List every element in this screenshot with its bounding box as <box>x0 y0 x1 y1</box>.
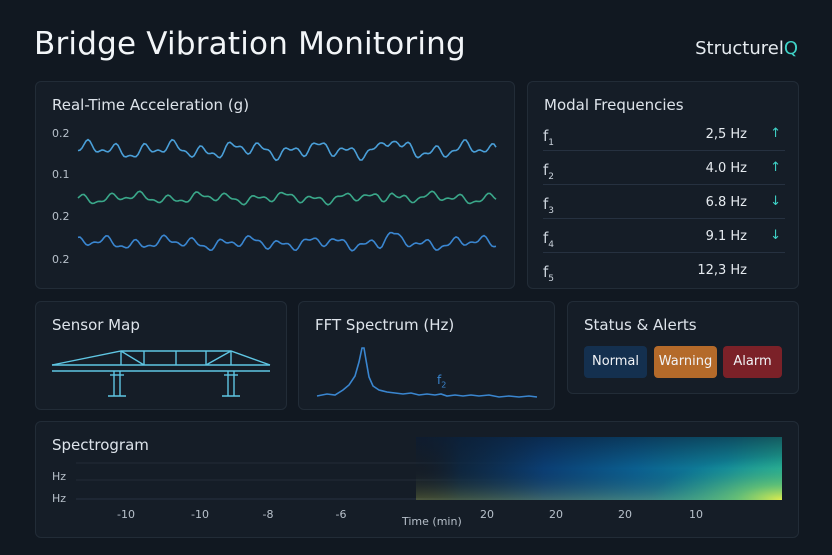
sensor-map-title: Sensor Map <box>52 316 140 334</box>
status-warning-badge[interactable]: Warning <box>654 346 717 378</box>
spectrogram-x-tick: 20 <box>618 508 632 521</box>
spectrogram-x-tick: -10 <box>117 508 135 521</box>
frequency-symbol: f2 <box>543 161 555 182</box>
acceleration-wave-1 <box>77 138 497 162</box>
modal-frequencies-title: Modal Frequencies <box>544 96 684 114</box>
fft-peak-label: f2 <box>437 373 447 390</box>
status-title: Status & Alerts <box>584 316 697 334</box>
acceleration-wave-3 <box>77 231 497 252</box>
acceleration-title: Real-Time Acceleration (g) <box>52 96 250 114</box>
spectrogram-title: Spectrogram <box>52 436 149 454</box>
frequency-symbol: f1 <box>543 127 555 148</box>
frequency-symbol: f3 <box>543 195 555 216</box>
modal-row: f5 12,3 Hz <box>543 254 785 287</box>
status-alarm-badge[interactable]: Alarm <box>723 346 782 378</box>
page-title: Bridge Vibration Monitoring <box>34 26 466 62</box>
modal-row: f2 4.0 Hz ↑ <box>543 152 785 185</box>
spectrogram-x-tick: 20 <box>549 508 563 521</box>
spectrogram-heatmap <box>76 437 782 500</box>
brand-logo: StructurelQ <box>695 38 798 59</box>
frequency-value: 4.0 Hz <box>705 161 747 176</box>
spectrogram-x-label: Time (min) <box>402 515 462 528</box>
spectrogram-x-tick: -8 <box>262 508 274 521</box>
spectrogram-y-label: Hz <box>52 470 67 483</box>
spectrogram-x-tick: 10 <box>689 508 703 521</box>
arrow-up-icon: ↑ <box>770 126 781 141</box>
status-normal-badge[interactable]: Normal <box>584 346 647 378</box>
fft-spectrum-line <box>316 347 538 398</box>
frequency-symbol: f5 <box>543 263 555 284</box>
spectrogram-panel: Spectrogram Hz Hz <box>35 421 799 538</box>
y-label-1: 0.2 <box>52 127 70 140</box>
fft-spectrum-panel: FFT Spectrum (Hz) f2 <box>298 301 555 410</box>
status-alerts-panel: Status & Alerts Normal Warning Alarm <box>567 301 799 394</box>
arrow-down-icon: ↓ <box>770 194 781 209</box>
frequency-value: 6.8 Hz <box>705 195 747 210</box>
frequency-symbol: f4 <box>543 229 555 250</box>
frequency-value: 9.1 Hz <box>705 229 747 244</box>
modal-frequencies-panel: Modal Frequencies f1 2,5 Hz ↑ f2 4.0 Hz … <box>527 81 799 289</box>
sensor-map-panel: Sensor Map <box>35 301 287 410</box>
frequency-value: 2,5 Hz <box>705 127 747 142</box>
frequency-value: 12,3 Hz <box>697 263 747 278</box>
fft-title: FFT Spectrum (Hz) <box>315 316 455 334</box>
modal-row: f1 2,5 Hz ↑ <box>543 118 785 151</box>
arrow-up-icon: ↑ <box>770 160 781 175</box>
spectrogram-x-tick: -10 <box>191 508 209 521</box>
brand-accent: Q <box>783 38 798 59</box>
y-label-4: 0.2 <box>52 253 70 266</box>
acceleration-wave-2 <box>77 190 497 206</box>
modal-row: f3 6.8 Hz ↓ <box>543 186 785 219</box>
bridge-icon <box>51 350 271 397</box>
fft-spectrum-chart <box>316 347 538 398</box>
arrow-down-icon: ↓ <box>770 228 781 243</box>
y-label-3: 0.2 <box>52 210 70 223</box>
modal-row: f4 9.1 Hz ↓ <box>543 220 785 253</box>
spectrogram-y-label: Hz <box>52 492 67 505</box>
acceleration-waveforms <box>77 138 497 252</box>
y-label-2: 0.1 <box>52 168 70 181</box>
spectrogram-x-tick: -6 <box>335 508 347 521</box>
spectrogram-x-tick: 20 <box>480 508 494 521</box>
acceleration-panel: Real-Time Acceleration (g) 0.2 0.1 0.2 0… <box>35 81 515 289</box>
brand-name: Structurel <box>695 38 784 59</box>
